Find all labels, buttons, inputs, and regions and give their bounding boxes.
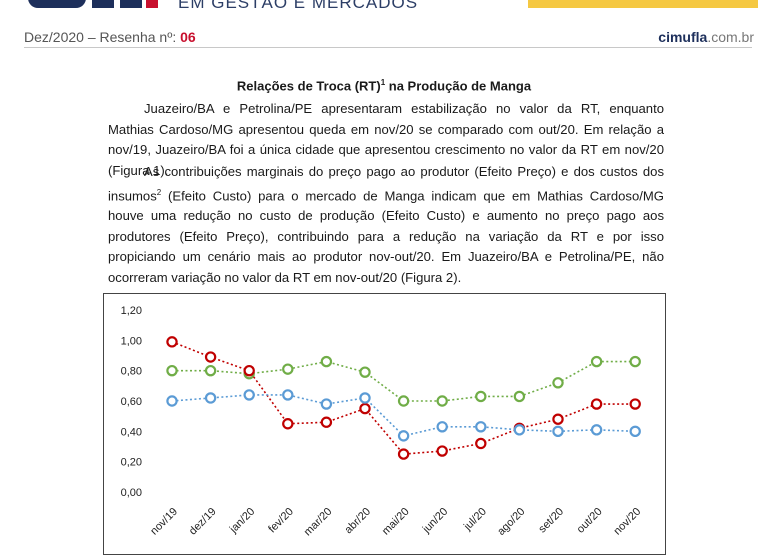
x-tick-label: mai/20	[380, 506, 412, 538]
point-green	[590, 355, 603, 368]
site-domain: .com.br	[707, 29, 754, 45]
point-blue	[436, 421, 448, 433]
x-tick-label: out/20	[575, 506, 605, 536]
top-banner: EM GESTÃO E MERCADOS	[0, 0, 768, 22]
banner-accent	[528, 0, 758, 8]
site-name: cimufla	[658, 29, 708, 45]
point-green	[475, 390, 487, 403]
x-tick-label: nov/19	[148, 506, 180, 538]
header-divider	[24, 47, 752, 48]
x-tick-label: nov/20	[611, 506, 643, 538]
article-title: Relações de Troca (RT)1 na Produção de M…	[236, 78, 532, 94]
point-red	[590, 398, 603, 410]
point-blue	[513, 424, 526, 436]
point-blue	[166, 395, 178, 407]
point-green	[629, 355, 641, 368]
point-blue	[590, 424, 603, 436]
x-tick-label: fev/20	[266, 506, 296, 536]
point-green	[397, 395, 410, 407]
paragraph-2: As contribuições marginais do preço pago…	[108, 164, 664, 285]
issue-info: Dez/2020 – Resenha nº: 06	[24, 29, 196, 45]
point-blue	[243, 389, 255, 401]
x-tick-label: dez/19	[187, 506, 219, 538]
point-green	[436, 395, 448, 407]
cim-logo	[28, 0, 158, 8]
point-red	[397, 448, 410, 460]
y-tick-label: 1,20	[121, 305, 142, 317]
paragraph-1: Juazeiro/BA e Petrolina/PE apresentaram …	[108, 101, 664, 178]
point-blue	[282, 389, 294, 401]
issue-number: 06	[180, 29, 196, 45]
point-blue	[629, 425, 641, 438]
point-blue	[397, 430, 410, 442]
point-red	[552, 413, 564, 425]
series-line-green	[172, 360, 636, 402]
x-tick-label: abr/20	[343, 506, 374, 537]
point-green	[282, 363, 294, 375]
point-red	[204, 351, 217, 363]
point-blue	[475, 421, 487, 433]
point-red	[436, 445, 448, 457]
y-tick-label: 0,40	[121, 426, 142, 438]
point-red	[359, 402, 371, 415]
point-green	[513, 390, 526, 403]
y-tick-label: 1,00	[121, 335, 142, 347]
y-tick-label: 0,20	[121, 457, 142, 469]
point-red	[243, 364, 255, 377]
point-blue	[320, 398, 333, 410]
x-tick-label: ago/20	[495, 506, 527, 538]
issue-prefix: Dez/2020 – Resenha nº:	[24, 29, 181, 45]
y-tick-label: 0,60	[121, 396, 142, 408]
x-tick-label: mar/20	[302, 506, 335, 539]
point-green	[204, 364, 217, 377]
figure-1-chart: 0,00 0,20 0,40 0,60 0,80 1,00 1,20 nov/19 dez/19…	[103, 293, 666, 555]
x-tick-label: jul/20	[461, 506, 489, 534]
point-red	[166, 336, 178, 348]
point-red	[475, 437, 487, 450]
line-chart: 0,00 0,20 0,40 0,60 0,80 1,00 1,20 nov/19 dez/19…	[121, 305, 644, 539]
point-green	[320, 355, 333, 368]
y-tick-label: 0,80	[121, 366, 142, 378]
point-blue	[552, 425, 564, 438]
x-tick-label: jan/20	[227, 506, 257, 536]
x-tick-label: set/20	[536, 506, 566, 536]
x-tick-label: jun/20	[420, 506, 450, 536]
point-green	[359, 366, 371, 378]
point-green	[166, 364, 178, 377]
site-link[interactable]: cimufla.com.br	[658, 29, 754, 45]
point-green	[552, 377, 564, 389]
point-red	[629, 398, 641, 410]
point-red	[320, 416, 333, 428]
tagline: EM GESTÃO E MERCADOS	[178, 0, 419, 12]
point-blue	[359, 392, 371, 404]
y-tick-label: 0,00	[121, 487, 142, 499]
point-blue	[204, 392, 217, 404]
point-red	[282, 418, 294, 430]
